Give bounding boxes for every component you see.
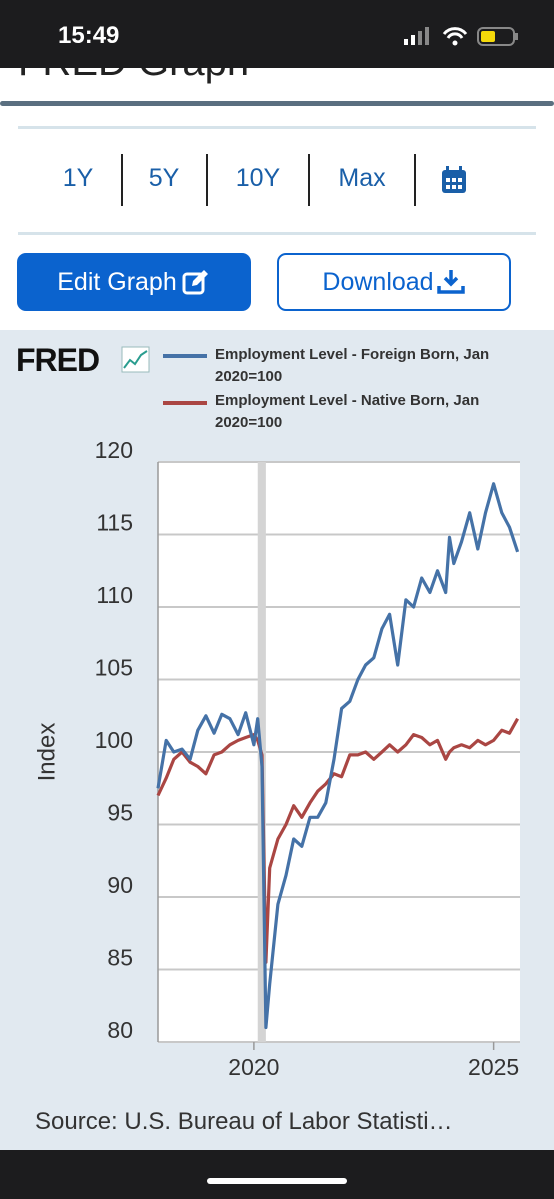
y-tick-label: 90: [107, 872, 133, 898]
y-tick-label: 95: [107, 800, 133, 826]
separator: [414, 154, 416, 206]
legend-label: Employment Level - Foreign Born, Jan 202…: [215, 346, 490, 385]
divider: [18, 232, 536, 235]
range-button[interactable]: 5Y: [148, 164, 180, 192]
status-icons: [404, 27, 518, 46]
y-tick-label: 120: [95, 437, 133, 463]
y-axis-title: Index: [33, 723, 60, 782]
download-icon: [436, 270, 465, 294]
range-button[interactable]: 1Y: [62, 164, 94, 192]
y-tick-label: 115: [96, 510, 133, 536]
edit-graph-button[interactable]: Edit Graph: [17, 253, 251, 311]
source-note: Source: U.S. Bureau of Labor Statisti…: [35, 1108, 453, 1135]
legend-label: Employment Level - Native Born, Jan 2020…: [215, 392, 480, 431]
y-tick-label: 110: [96, 582, 133, 608]
series-line: [156, 482, 520, 1030]
divider: [0, 101, 554, 106]
logo-icon: [121, 346, 150, 373]
range-button[interactable]: Max: [338, 164, 386, 192]
download-button[interactable]: Download: [277, 253, 511, 311]
x-tick-label: 2025: [468, 1054, 519, 1080]
y-tick-label: 80: [107, 1017, 133, 1043]
y-tick-label: 85: [107, 945, 133, 971]
calendar-button[interactable]: [441, 166, 467, 194]
y-tick-label: 105: [95, 655, 133, 681]
divider: [18, 126, 536, 129]
edit-icon: [182, 270, 208, 295]
button-label: Download: [322, 267, 434, 296]
range-button[interactable]: 10Y: [235, 164, 281, 192]
button-label: Edit Graph: [57, 267, 177, 296]
home-indicator: [207, 1178, 347, 1184]
separator: [206, 154, 208, 206]
fred-logo: FRED: [16, 342, 100, 378]
series-line: [156, 717, 519, 964]
home-bar: [0, 1150, 554, 1199]
clock: 15:49: [58, 22, 120, 49]
status-bar: 15:49: [0, 0, 554, 68]
chart: Index 80 85 90 95 100 105 110 115 120 2020 2025: [33, 437, 520, 1080]
x-tick-label: 2020: [228, 1054, 279, 1080]
separator: [121, 154, 123, 206]
legend-keys: [163, 354, 207, 405]
y-tick-label: 100: [95, 727, 133, 753]
separator: [308, 154, 310, 206]
